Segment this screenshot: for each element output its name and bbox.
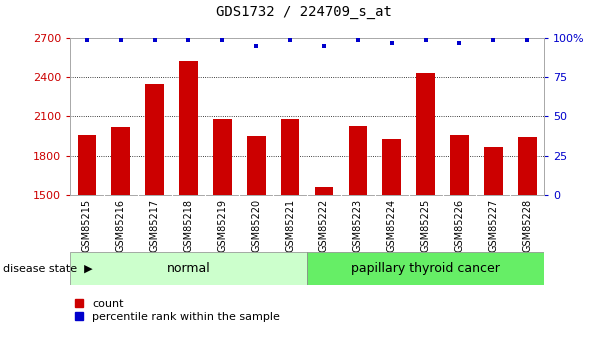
Bar	[416, 73, 435, 195]
Text: GSM85224: GSM85224	[387, 199, 397, 252]
Text: papillary thyroid cancer: papillary thyroid cancer	[351, 262, 500, 275]
Bar	[213, 119, 232, 195]
Point	[488, 37, 498, 42]
Text: GSM85217: GSM85217	[150, 199, 160, 252]
Bar	[78, 135, 96, 195]
Point	[218, 37, 227, 42]
Bar	[348, 126, 367, 195]
Text: GSM85227: GSM85227	[488, 199, 499, 253]
Text: GSM85220: GSM85220	[251, 199, 261, 252]
Point	[285, 37, 295, 42]
Bar	[70, 252, 307, 285]
Text: disease state  ▶: disease state ▶	[3, 263, 92, 273]
Point	[455, 40, 465, 46]
Legend: count, percentile rank within the sample: count, percentile rank within the sample	[75, 299, 280, 322]
Text: GSM85223: GSM85223	[353, 199, 363, 252]
Text: GDS1732 / 224709_s_at: GDS1732 / 224709_s_at	[216, 5, 392, 19]
Bar	[450, 135, 469, 195]
Point	[353, 37, 363, 42]
Point	[421, 37, 430, 42]
Text: GSM85215: GSM85215	[82, 199, 92, 252]
Bar	[382, 139, 401, 195]
Bar	[315, 187, 333, 195]
Text: GSM85222: GSM85222	[319, 199, 329, 253]
Bar	[307, 252, 544, 285]
Bar	[179, 61, 198, 195]
Bar	[484, 147, 503, 195]
Point	[251, 43, 261, 49]
Point	[387, 40, 396, 46]
Point	[184, 37, 193, 42]
Text: normal: normal	[167, 262, 210, 275]
Bar	[518, 137, 536, 195]
Point	[150, 37, 159, 42]
Text: GSM85228: GSM85228	[522, 199, 532, 252]
Point	[522, 37, 532, 42]
Bar	[281, 119, 299, 195]
Point	[116, 37, 126, 42]
Point	[319, 43, 329, 49]
Text: GSM85218: GSM85218	[184, 199, 193, 252]
Text: GSM85221: GSM85221	[285, 199, 295, 252]
Text: GSM85225: GSM85225	[421, 199, 430, 253]
Text: GSM85226: GSM85226	[454, 199, 465, 252]
Point	[82, 37, 92, 42]
Bar	[247, 136, 266, 195]
Text: GSM85216: GSM85216	[116, 199, 126, 252]
Bar	[145, 84, 164, 195]
Bar	[111, 127, 130, 195]
Text: GSM85219: GSM85219	[217, 199, 227, 252]
